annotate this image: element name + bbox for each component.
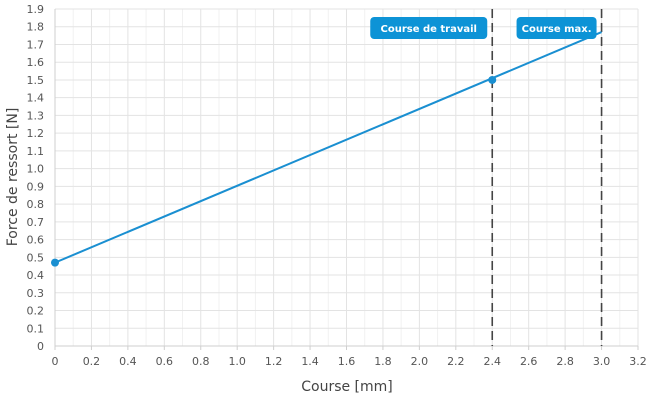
y-tick-label: 1.6: [27, 56, 45, 69]
y-tick-label: 1.5: [27, 74, 45, 87]
x-tick-label: 0: [52, 355, 59, 368]
y-tick-labels: 0 0.1 0.2 0.3 0.4 0.5 0.6 0.7 0.8 0.9 1.0 1.1 1.2 1.3…: [27, 3, 45, 353]
x-tick-label: 3.2: [629, 355, 647, 368]
y-tick-label: 1.7: [27, 38, 45, 51]
x-tick-label: 1.8: [374, 355, 392, 368]
x-axis-title: Course [mm]: [301, 379, 393, 395]
y-tick-label: 1.8: [27, 21, 45, 34]
x-tick-label: 2.4: [484, 355, 502, 368]
x-tick-label: 0.4: [119, 355, 137, 368]
x-tick-label: 1.0: [228, 355, 246, 368]
marker-label: Course max.: [522, 24, 592, 35]
data-points: [51, 75, 497, 267]
marker-label-box: [370, 17, 488, 39]
data-point: [51, 258, 59, 267]
x-tick-label: 3.0: [593, 355, 611, 368]
data-point: [488, 75, 497, 84]
y-tick-label: 1.4: [27, 92, 45, 105]
y-tick-label: 0.2: [27, 305, 45, 318]
x-tick-label: 1.2: [265, 355, 283, 368]
marker-label-box: [516, 17, 597, 39]
y-tick-label: 1.3: [27, 109, 45, 122]
series-line: [54, 31, 602, 264]
x-tick-label: 1.6: [338, 355, 356, 368]
x-tick-label: 0.2: [83, 355, 101, 368]
x-tick-label: 1.4: [301, 355, 319, 368]
y-tick-label: 0.5: [27, 251, 45, 264]
y-tick-label: 1.9: [27, 3, 45, 16]
x-tick-label: 2.0: [411, 355, 429, 368]
marker-labels: Course de travail Course max.: [370, 17, 597, 39]
x-tick-label: 2.6: [520, 355, 538, 368]
y-tick-label: 0.8: [27, 198, 45, 211]
y-tick-label: 0.9: [27, 180, 45, 193]
y-tick-label: 0.3: [27, 287, 45, 300]
y-tick-label: 0: [37, 340, 44, 353]
y-tick-label: 0.7: [27, 216, 45, 229]
x-tick-label: 2.8: [556, 355, 574, 368]
y-tick-label: 1.0: [27, 163, 45, 176]
x-tick-label: 2.2: [447, 355, 465, 368]
vertical-markers: [491, 9, 603, 346]
y-tick-label: 1.2: [27, 127, 45, 140]
series: [54, 31, 602, 264]
y-tick-label: 1.1: [27, 145, 45, 158]
y-tick-label: 0.1: [27, 322, 45, 335]
x-tick-label: 0.6: [156, 355, 174, 368]
x-tick-label: 0.8: [192, 355, 210, 368]
y-tick-label: 0.4: [27, 269, 45, 282]
grid-lines: [54, 8, 639, 347]
marker-label: Course de travail: [381, 24, 477, 35]
y-axis-title: Force de ressort [N]: [5, 108, 21, 247]
y-tick-label: 0.6: [27, 234, 45, 247]
x-tick-labels: 0 0.2 0.4 0.6 0.8 1.0 1.2 1.4 1.6 1.8 2.0 2.2 2.4 2.6…: [52, 346, 647, 368]
